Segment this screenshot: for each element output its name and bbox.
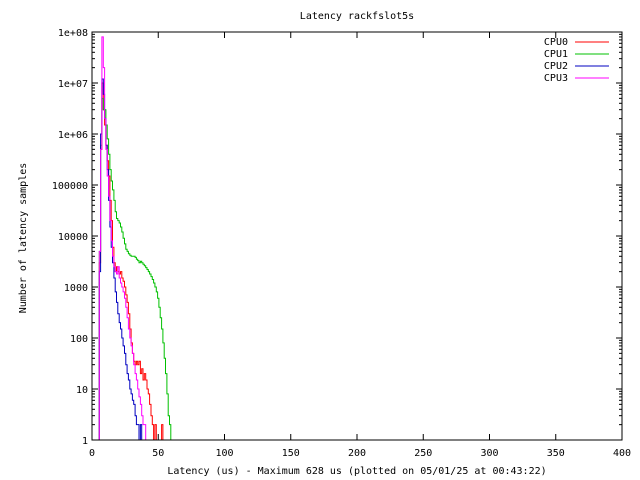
y-tick-label: 1 (82, 436, 88, 447)
y-tick-label: 1000 (64, 283, 88, 294)
legend-label-cpu3: CPU3 (544, 73, 568, 84)
legend-label-cpu1: CPU1 (544, 49, 568, 60)
legend-label-cpu2: CPU2 (544, 61, 568, 72)
plot-frame (91, 31, 623, 441)
x-tick-label: 250 (414, 448, 432, 459)
y-tick-label: 10000 (58, 232, 88, 243)
y-tick-label: 100000 (52, 181, 88, 192)
y-tick-label: 1e+07 (58, 79, 88, 90)
legend-label-cpu0: CPU0 (544, 37, 568, 48)
series-line-cpu1 (98, 97, 173, 441)
x-tick-label: 300 (480, 448, 498, 459)
x-tick-label: 350 (547, 448, 565, 459)
x-axis-label: Latency (us) - Maximum 628 us (plotted o… (167, 466, 546, 477)
x-tick-label: 0 (89, 448, 95, 459)
y-tick-label: 10 (76, 385, 88, 396)
y-tick-label: 100 (70, 334, 88, 345)
y-axis-label: Number of latency samples (18, 163, 29, 314)
chart-title: Latency rackfslot5s (300, 11, 414, 22)
y-tick-label: 1e+08 (58, 28, 88, 39)
x-tick-label: 100 (215, 448, 233, 459)
x-tick-label: 400 (613, 448, 631, 459)
x-tick-label: 150 (282, 448, 300, 459)
y-tick-label: 1e+06 (58, 130, 88, 141)
x-tick-label: 50 (152, 448, 164, 459)
x-tick-label: 200 (348, 448, 366, 459)
